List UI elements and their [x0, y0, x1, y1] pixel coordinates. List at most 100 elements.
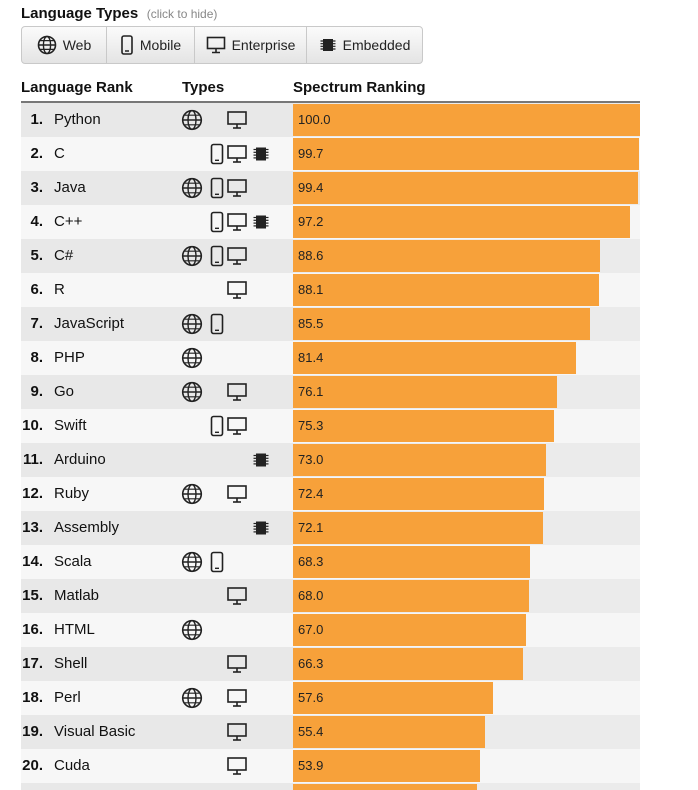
language-name[interactable]: C	[54, 145, 65, 162]
click-to-hide-link[interactable]: (click to hide)	[146, 7, 218, 21]
score-value: 72.4	[298, 486, 324, 501]
filter-web-button[interactable]: Web	[22, 27, 107, 63]
table-row[interactable]: 1. Python 100.0	[21, 103, 640, 137]
table-row[interactable]: 4. C++ 97.2	[21, 205, 640, 239]
monitor-icon	[226, 211, 248, 233]
score-bar: 85.5	[293, 308, 590, 340]
globe-icon	[181, 687, 203, 709]
score-value: 55.4	[298, 724, 324, 739]
language-name[interactable]: C#	[54, 247, 74, 264]
score-bar: 73.0	[293, 444, 547, 476]
table-row[interactable]: 15. Matlab 68.0	[21, 579, 640, 613]
language-name[interactable]: Assembly	[54, 519, 120, 536]
globe-icon	[181, 109, 203, 131]
table-row[interactable]: 18. Perl 57.6	[21, 681, 640, 715]
phone-icon	[206, 211, 228, 233]
language-type-filters: Web Mobile Enterprise Embedded	[21, 26, 423, 64]
score-value: 73.0	[298, 452, 324, 467]
language-name[interactable]: Arduino	[54, 451, 106, 468]
partial-table-row	[21, 783, 640, 790]
monitor-icon	[226, 687, 248, 709]
language-name[interactable]: Shell	[54, 655, 88, 672]
score-value: 88.1	[298, 282, 324, 297]
score-value: 88.6	[298, 248, 324, 263]
monitor-icon	[226, 415, 248, 437]
column-header-rank[interactable]: Language Rank	[21, 79, 133, 96]
table-row[interactable]: 20. Cuda 53.9	[21, 749, 640, 783]
language-name[interactable]: R	[54, 281, 65, 298]
monitor-icon	[206, 36, 225, 54]
table-row[interactable]: 3. Java 99.4	[21, 171, 640, 205]
table-row[interactable]: 11. Arduino 73.0	[21, 443, 640, 477]
filter-enterprise-button[interactable]: Enterprise	[195, 27, 307, 63]
table-row[interactable]: 9. Go 76.1	[21, 375, 640, 409]
table-row[interactable]: 17. Shell 66.3	[21, 647, 640, 681]
phone-icon	[206, 245, 228, 267]
language-name[interactable]: Java	[54, 179, 86, 196]
phone-icon	[206, 415, 228, 437]
score-bar: 55.4	[293, 716, 486, 748]
score-value: 68.0	[298, 588, 324, 603]
score-bar: 57.6	[293, 682, 493, 714]
language-types-title: Language Types	[21, 5, 139, 22]
rank-number: 17.	[22, 655, 43, 672]
monitor-icon	[226, 483, 248, 505]
language-name[interactable]: HTML	[54, 621, 95, 638]
score-bar: 100.0	[293, 104, 640, 136]
monitor-icon	[226, 721, 248, 743]
language-name[interactable]: Swift	[54, 417, 87, 434]
score-value: 75.3	[298, 418, 324, 433]
language-types-header: Language Types (click to hide)	[21, 4, 217, 24]
language-name[interactable]: Matlab	[54, 587, 100, 604]
language-name[interactable]: C++	[54, 213, 83, 230]
filter-web-label: Web	[62, 37, 92, 53]
phone-icon	[206, 551, 228, 573]
monitor-icon	[226, 245, 248, 267]
rank-number: 2.	[30, 145, 43, 162]
chip-icon	[320, 39, 336, 51]
table-row[interactable]: 7. JavaScript 85.5	[21, 307, 640, 341]
filter-embedded-button[interactable]: Embedded	[307, 27, 422, 63]
table-row[interactable]: 14. Scala 68.3	[21, 545, 640, 579]
language-name[interactable]: Scala	[54, 553, 92, 570]
table-row[interactable]: 2. C 99.7	[21, 137, 640, 171]
score-bar: 67.0	[293, 614, 526, 646]
rank-number: 13.	[22, 519, 43, 536]
language-name[interactable]: Cuda	[54, 757, 90, 774]
filter-embedded-label: Embedded	[342, 37, 411, 53]
monitor-icon	[226, 755, 248, 777]
score-value: 99.7	[298, 146, 324, 161]
language-name[interactable]: Visual Basic	[54, 723, 136, 740]
score-bar: 68.3	[293, 546, 530, 578]
language-name[interactable]: JavaScript	[54, 315, 125, 332]
rank-number: 7.	[30, 315, 43, 332]
table-row[interactable]: 16. HTML 67.0	[21, 613, 640, 647]
language-name[interactable]: PHP	[54, 349, 85, 366]
rank-number: 19.	[22, 723, 43, 740]
rank-number: 20.	[22, 757, 43, 774]
table-row[interactable]: 8. PHP 81.4	[21, 341, 640, 375]
table-row[interactable]: 19. Visual Basic 55.4	[21, 715, 640, 749]
monitor-icon	[226, 381, 248, 403]
score-value: 97.2	[298, 214, 324, 229]
globe-icon	[181, 347, 203, 369]
table-row[interactable]: 6. R 88.1	[21, 273, 640, 307]
rank-number: 5.	[30, 247, 43, 264]
column-header-types: Types	[182, 79, 225, 96]
score-bar: 81.4	[293, 342, 576, 374]
column-header-spectrum[interactable]: Spectrum Ranking	[293, 79, 426, 96]
table-row[interactable]: 10. Swift 75.3	[21, 409, 640, 443]
chip-icon	[250, 517, 272, 539]
language-name[interactable]: Python	[54, 111, 101, 128]
language-name[interactable]: Go	[54, 383, 75, 400]
score-value: 99.4	[298, 180, 324, 195]
score-value: 100.0	[298, 112, 331, 127]
language-name[interactable]: Ruby	[54, 485, 90, 502]
table-row[interactable]: 13. Assembly 72.1	[21, 511, 640, 545]
score-bar: 88.1	[293, 274, 599, 306]
score-bar: 97.2	[293, 206, 631, 238]
language-name[interactable]: Perl	[54, 689, 81, 706]
table-row[interactable]: 12. Ruby 72.4	[21, 477, 640, 511]
filter-mobile-button[interactable]: Mobile	[107, 27, 195, 63]
table-row[interactable]: 5. C# 88.6	[21, 239, 640, 273]
